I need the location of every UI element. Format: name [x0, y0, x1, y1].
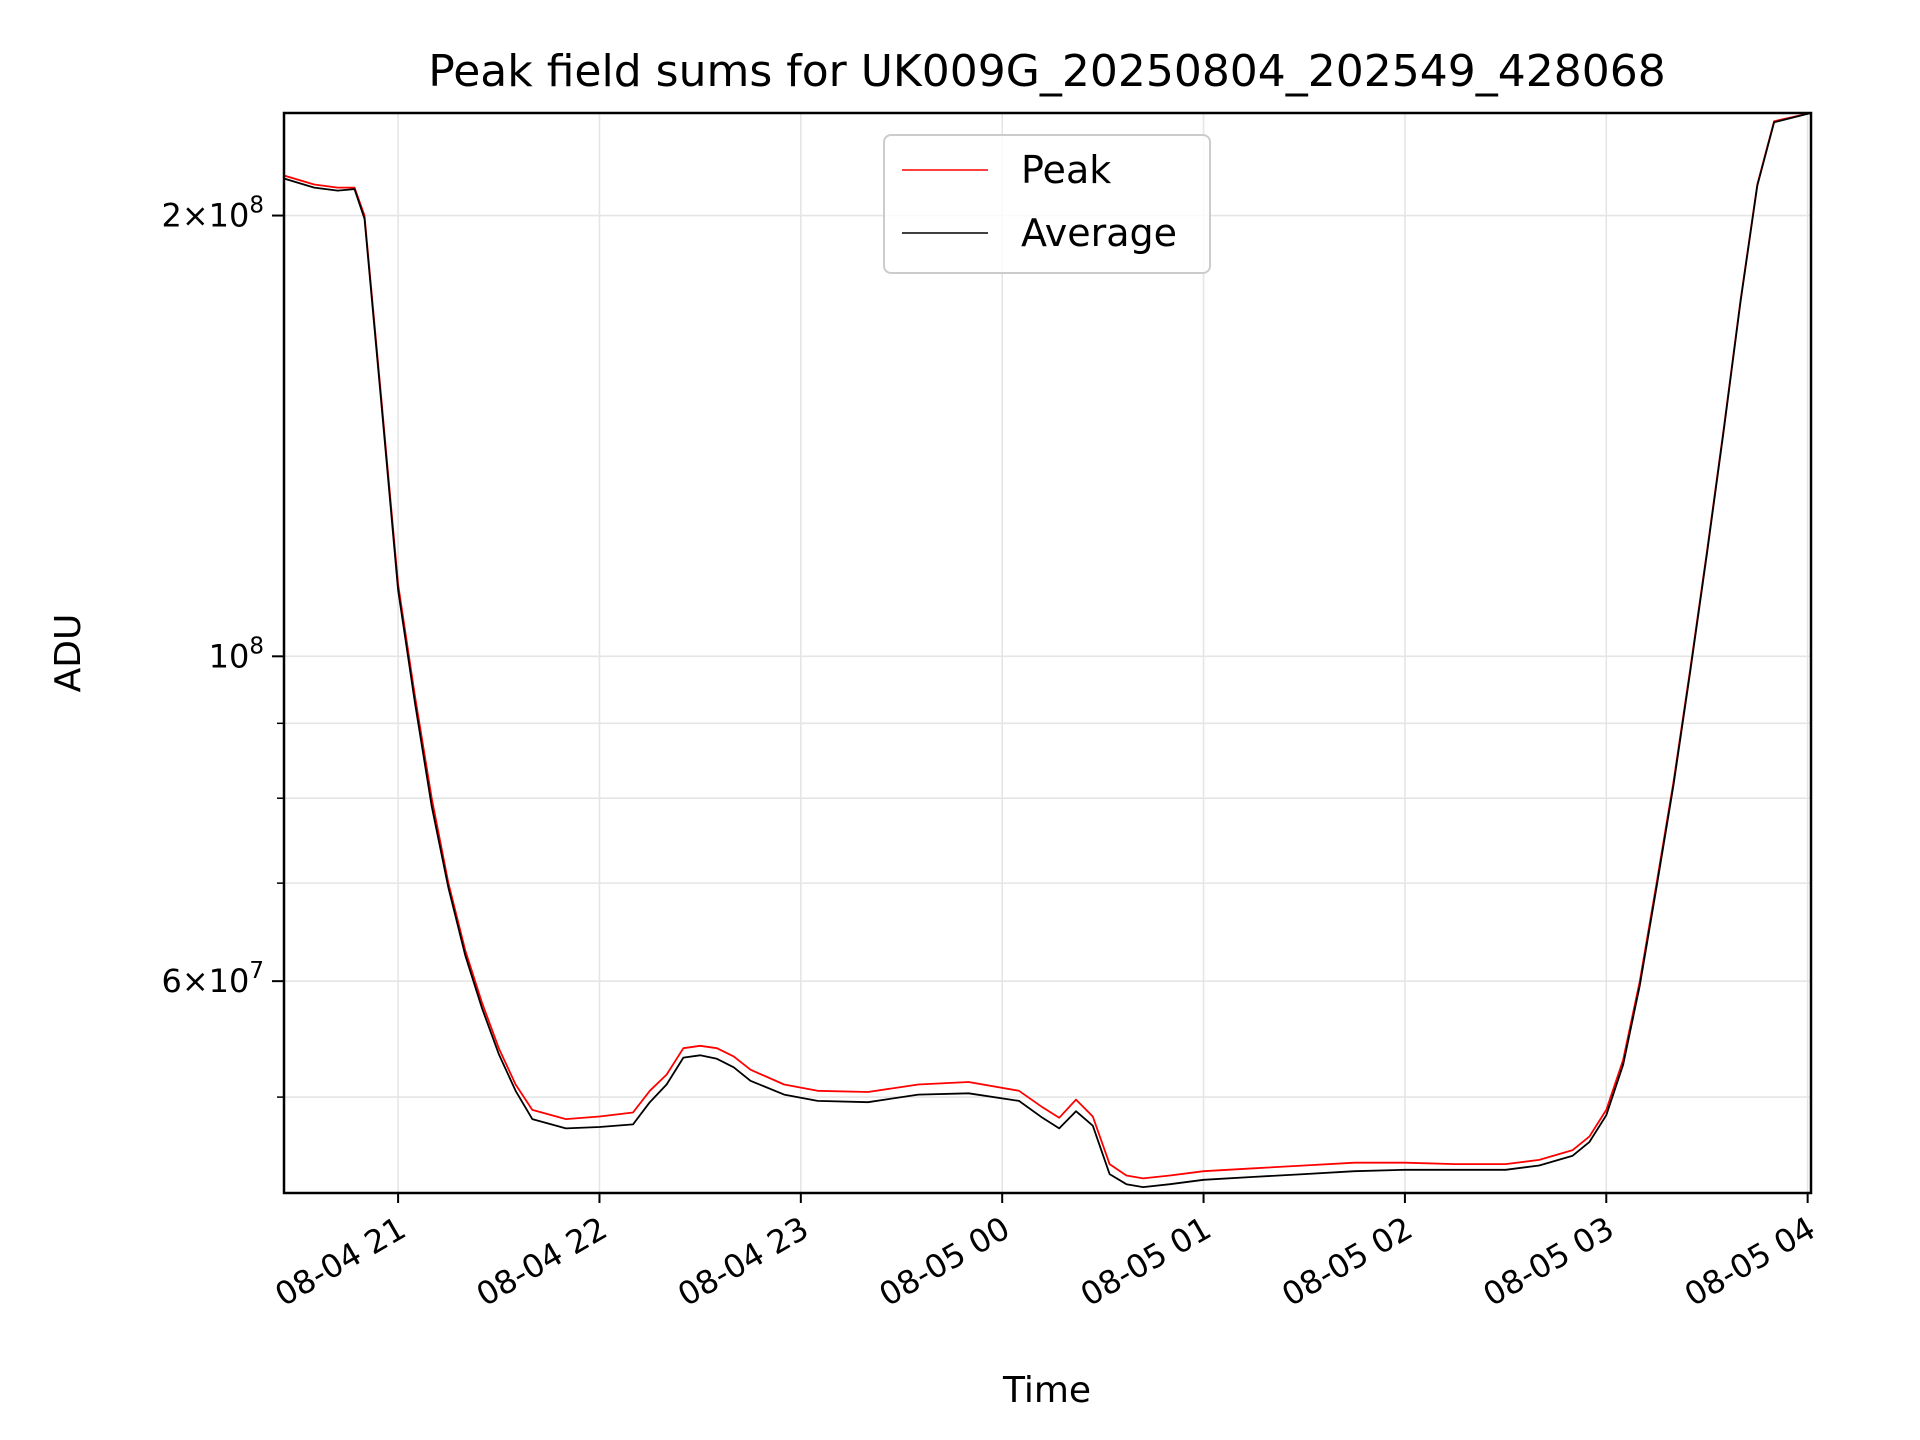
plot-frame [282, 111, 1813, 1195]
legend-label-average: Average [1021, 211, 1177, 255]
series-line-average [284, 113, 1811, 1188]
series-line-peak [284, 113, 1811, 1180]
legend: Peak Average [883, 134, 1211, 274]
y-tick-label: 2×108 [161, 193, 264, 235]
x-axis-label: Time [1002, 1370, 1091, 1411]
y-tick-label: 6×107 [161, 958, 264, 1000]
legend-label-peak: Peak [1021, 148, 1111, 192]
y-tick-label: 108 [209, 633, 264, 675]
y-axis: 108 2×108 6×107 [161, 193, 284, 1098]
y-axis-label: ADU [48, 614, 89, 693]
series-layer [284, 113, 1811, 1188]
chart-title: Peak field sums for UK009G_20250804_2025… [428, 46, 1665, 97]
